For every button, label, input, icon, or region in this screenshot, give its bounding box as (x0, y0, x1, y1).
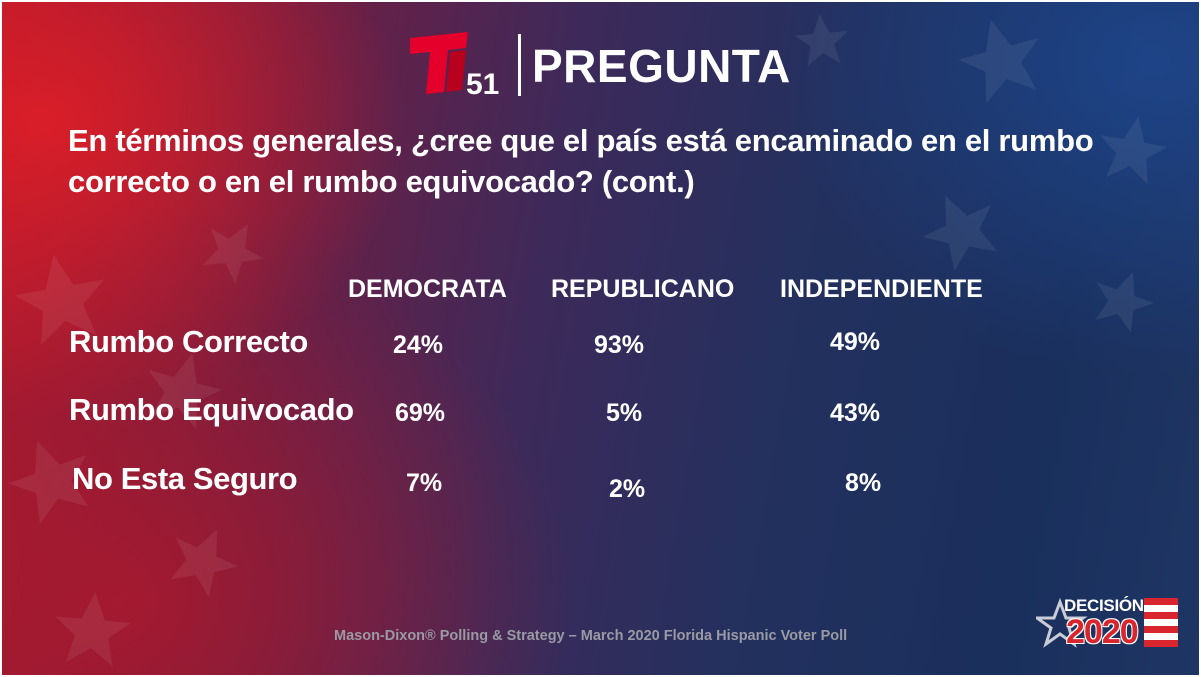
table-cell: 93% (594, 331, 645, 359)
source-citation: Mason-Dixon® Polling & Strategy – March … (334, 628, 848, 644)
row-label-no-esta-seguro: No Esta Seguro (72, 461, 298, 496)
header-divider (518, 34, 521, 96)
table-cell: 8% (845, 469, 882, 497)
table-cell: 7% (406, 469, 443, 497)
telemundo-logo-icon: 51 (410, 32, 499, 98)
row-label-rumbo-equivocado: Rumbo Equivocado (69, 392, 354, 427)
page-title: PREGUNTA (532, 40, 791, 92)
logo-number: 51 (466, 68, 499, 98)
table-cell: 5% (606, 399, 643, 427)
column-header-democrata: DEMOCRATA (348, 275, 507, 303)
star-icon (1036, 598, 1088, 648)
table-cell: 43% (830, 399, 881, 427)
table-cell: 69% (395, 399, 446, 427)
flag-stripes-icon (1144, 598, 1178, 647)
badge-label: DECISIÓN (1064, 596, 1144, 615)
column-header-republicano: REPUBLICANO (551, 275, 735, 303)
column-header-independiente: INDEPENDIENTE (780, 275, 983, 303)
table-cell: 2% (609, 475, 646, 503)
table-cell: 49% (830, 328, 881, 356)
decision-2020-badge: DECISIÓN 2020 (1036, 592, 1178, 656)
question-text: En términos generales, ¿cree que el país… (68, 123, 1094, 199)
table-cell: 24% (393, 331, 444, 359)
row-label-rumbo-correcto: Rumbo Correcto (69, 324, 308, 359)
badge-year: 2020 (1066, 613, 1139, 651)
